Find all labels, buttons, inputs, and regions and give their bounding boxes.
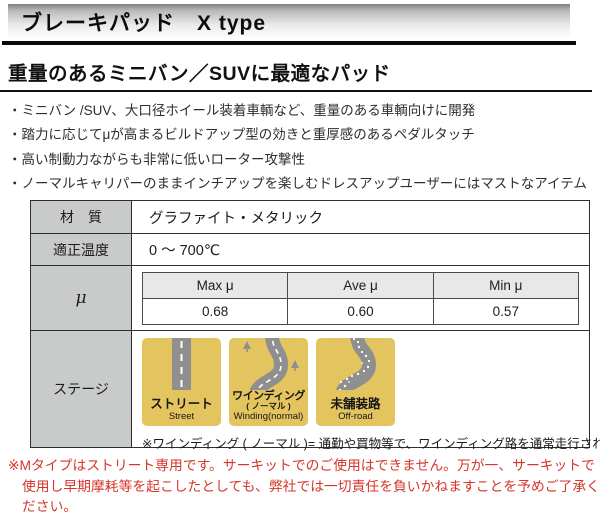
mu-max-value: 0.68	[143, 298, 289, 324]
mu-header-row: Max μ Ave μ Min μ	[143, 272, 578, 299]
mu-value-cell: Max μ Ave μ Min μ 0.68 0.60 0.57	[132, 266, 589, 330]
mu-min-value: 0.57	[492, 303, 519, 319]
feature-item: ・ノーマルキャリパーのままインチアップを楽しむドレスアップユーザーにはマストなア…	[8, 176, 587, 192]
feature-item: ・高い制動力ながらも非常に低いローター攻撃性	[8, 151, 305, 167]
offroad-stage-icon: 未舗装路 Off-road	[316, 338, 395, 426]
feature-list: ・ミニバン /SUV、大口径ホイール装着車輌など、重量のある車輌向けに開発 ・踏…	[8, 99, 594, 197]
mu-value-row: 0.68 0.60 0.57	[143, 298, 578, 324]
stage-note: ※ワインディング ( ノーマル )= 通勤や買物等で、ワインディング路を通常走行…	[142, 437, 600, 451]
offroad-road-icon	[336, 338, 377, 390]
winding-labels: ワインディング ( ノーマル ) Winding(normal)	[232, 390, 305, 422]
material-value: グラファイト・メタリック	[149, 210, 323, 227]
street-road-icon	[172, 338, 191, 390]
title-band: ブレーキパッド X type	[8, 4, 570, 40]
mu-label: μ	[31, 266, 132, 330]
table-row-stage: ステージ ストリート Street	[31, 331, 600, 451]
mu-col-min: Min μ	[433, 272, 578, 299]
subtitle: 重量のあるミニバン／SUVに最適なパッド	[8, 63, 391, 85]
title-underline	[2, 41, 576, 45]
product-sheet: ブレーキパッド X type 重量のあるミニバン／SUVに最適なパッド ・ミニバ…	[0, 4, 600, 514]
offroad-labels: 未舗装路 Off-road	[330, 396, 381, 422]
table-row-mu: μ Max μ Ave μ Min μ 0.68 0.60 0.57	[31, 266, 589, 331]
spec-table: 材 質 グラファイト・メタリック 適正温度 0 ～ 700℃ μ Max μ A…	[30, 200, 600, 451]
disclaimer-text: ※Mタイプはストリート専用です。サーキットでのご使用はできません。万が一、サーキ…	[8, 458, 600, 514]
mu-ave-value: 0.60	[288, 298, 434, 324]
temperature-label: 適正温度	[31, 234, 132, 265]
street-labels: ストリート Street	[150, 396, 213, 422]
mu-col-max: Max μ	[143, 272, 289, 299]
mu-col-ave: Ave μ	[288, 272, 434, 299]
temperature-value: 0 ～ 700℃	[149, 243, 221, 259]
street-stage-icon: ストリート Street	[142, 338, 221, 426]
table-row-material: 材 質 グラファイト・メタリック	[31, 201, 589, 234]
mu-subtable: Max μ Ave μ Min μ 0.68 0.60 0.57	[142, 271, 579, 325]
stage-label: ステージ	[31, 331, 132, 447]
subtitle-underline	[0, 90, 592, 92]
table-row-temperature: 適正温度 0 ～ 700℃	[31, 234, 589, 266]
material-label: 材 質	[31, 201, 132, 233]
feature-item: ・踏力に応じてμが高まるビルドアップ型の効きと重厚感のあるペダルタッチ	[8, 127, 475, 143]
page-title: ブレーキパッド X type	[21, 12, 267, 35]
stage-icon-group: ストリート Street	[142, 338, 395, 426]
feature-item: ・ミニバン /SUV、大口径ホイール装着車輌など、重量のある車輌向けに開発	[8, 103, 476, 118]
winding-road-icon	[243, 338, 299, 390]
stage-value-cell: ストリート Street	[132, 331, 600, 451]
winding-stage-icon: ワインディング ( ノーマル ) Winding(normal)	[229, 338, 308, 426]
